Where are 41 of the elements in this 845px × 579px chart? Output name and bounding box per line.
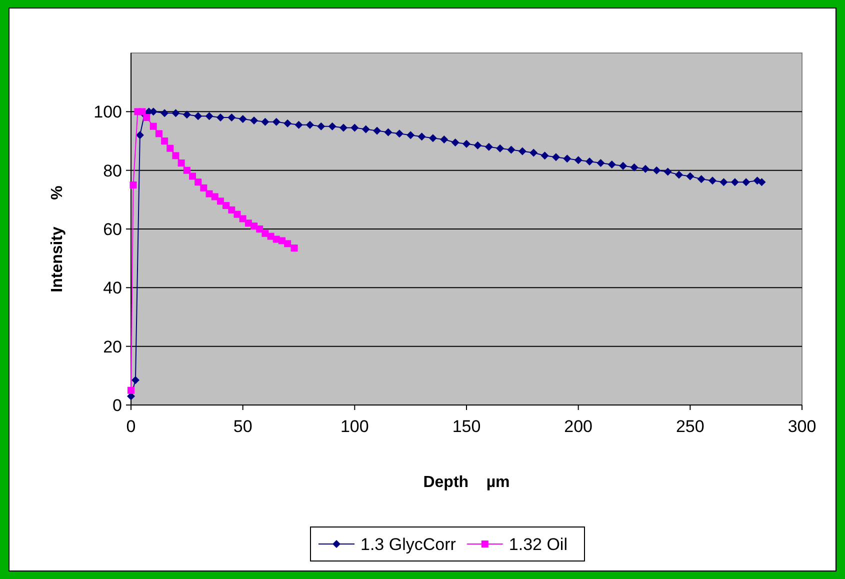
x-tick-label: 250 xyxy=(676,417,704,436)
point xyxy=(143,114,150,122)
point xyxy=(130,182,137,188)
point xyxy=(172,152,180,160)
x-tick-label: 150 xyxy=(452,417,481,436)
point xyxy=(234,210,241,218)
point xyxy=(189,172,196,180)
point xyxy=(161,138,168,144)
point xyxy=(183,166,190,174)
y-tick-label: 20 xyxy=(103,337,122,356)
y-axis-title: Intensity % xyxy=(49,186,66,292)
x-axis-title: Depth µm xyxy=(423,474,510,491)
point xyxy=(155,130,162,138)
point xyxy=(178,160,185,166)
point xyxy=(228,206,236,214)
point xyxy=(200,184,208,192)
y-tick-label: 0 xyxy=(112,396,122,415)
y-tick-label: 60 xyxy=(103,220,122,239)
x-tick-label: 300 xyxy=(788,417,816,436)
point xyxy=(262,230,269,237)
point xyxy=(211,193,218,200)
legend-label: 1.32 Oil xyxy=(508,534,568,554)
point xyxy=(284,240,292,248)
point xyxy=(138,108,146,116)
point xyxy=(128,386,134,394)
point xyxy=(222,202,230,210)
point xyxy=(239,215,246,222)
point xyxy=(150,122,157,130)
y-tick-label: 100 xyxy=(94,102,122,122)
point xyxy=(290,244,298,252)
x-tick-label: 100 xyxy=(340,417,369,436)
point xyxy=(216,198,224,205)
x-tick-label: 50 xyxy=(233,417,252,436)
point xyxy=(256,226,264,232)
y-tick-label: 40 xyxy=(103,278,122,298)
point xyxy=(166,144,174,152)
x-tick-label: 200 xyxy=(564,417,593,436)
x-tick-label: 0 xyxy=(126,417,136,436)
point xyxy=(194,178,202,186)
y-tick-label: 80 xyxy=(103,161,122,180)
legend-label: 1.3 GlycCorr xyxy=(360,534,456,554)
